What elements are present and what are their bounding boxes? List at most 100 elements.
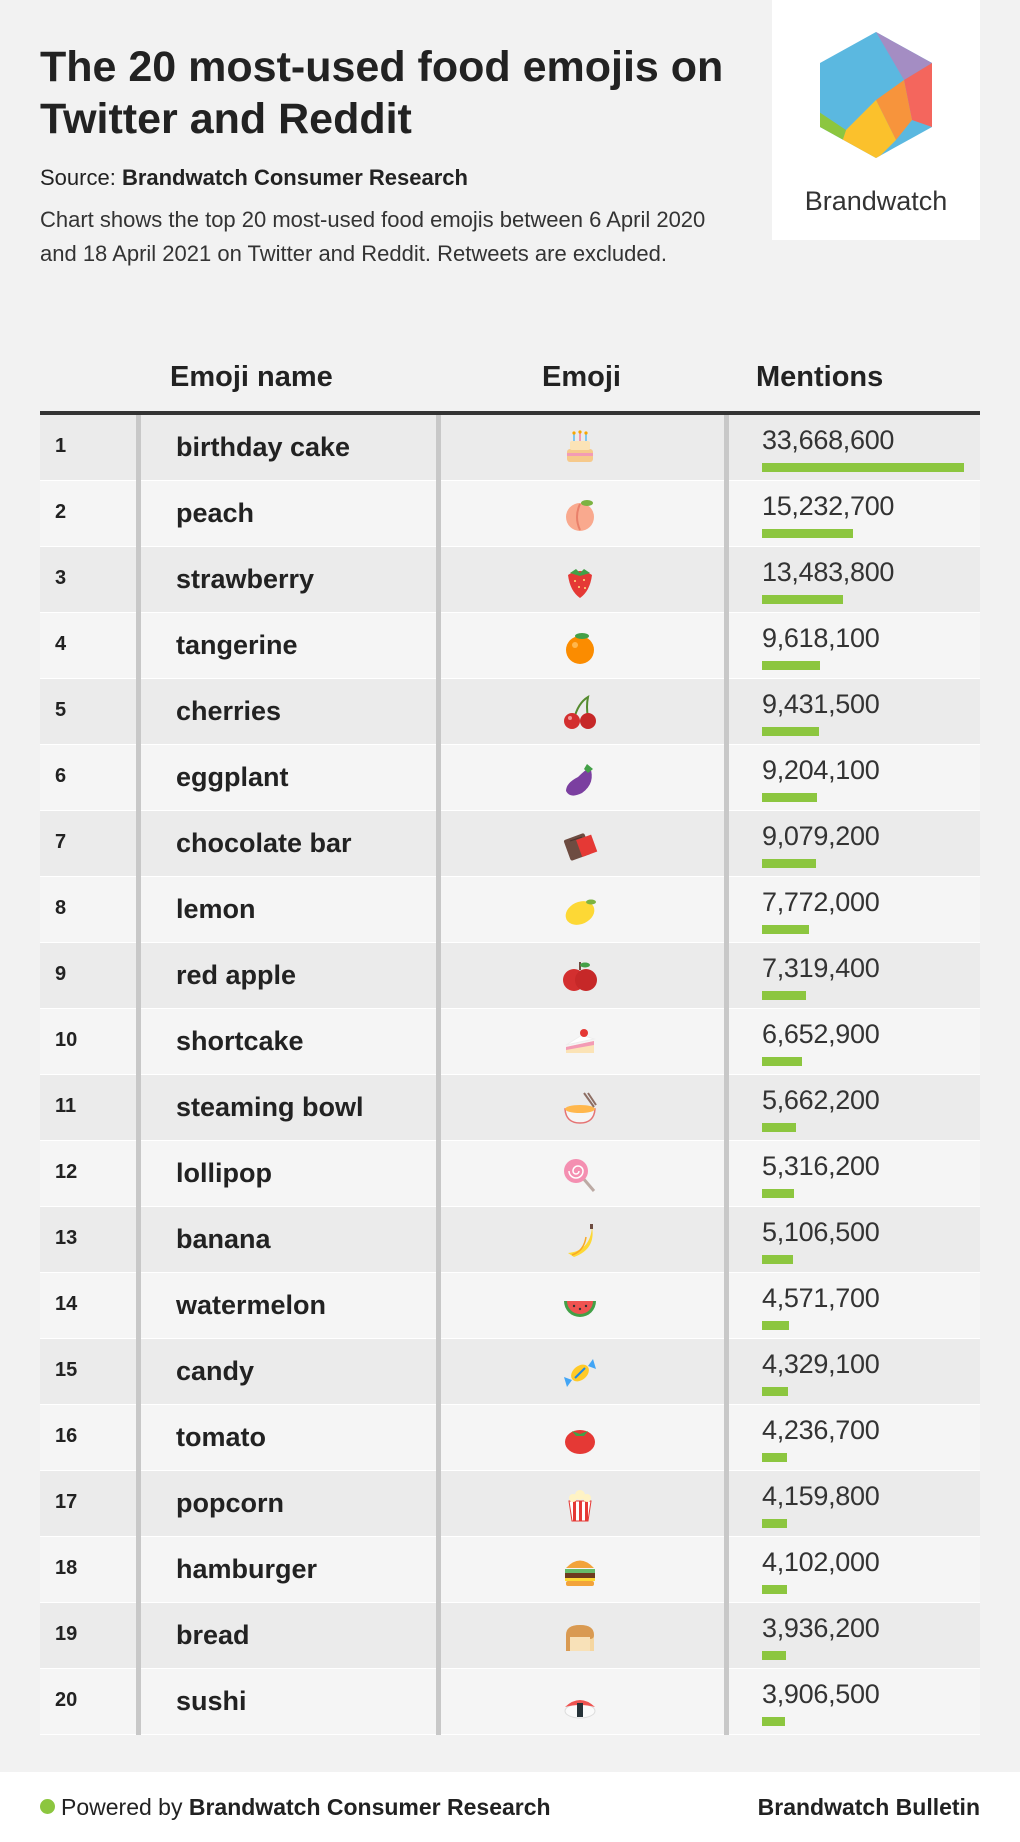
table-row: 2 peach 15,232,700 xyxy=(40,481,980,547)
emoji-name-cell: steaming bowl xyxy=(176,1092,364,1122)
strawberry-icon xyxy=(568,569,592,598)
emoji-name-cell: birthday cake xyxy=(176,432,351,462)
mentions-value: 6,652,900 xyxy=(762,1019,880,1049)
eggplant-icon xyxy=(566,764,593,796)
column-divider xyxy=(436,415,441,481)
rank-cell: 1 xyxy=(55,435,67,457)
mentions-bar xyxy=(762,1057,802,1066)
mentions-value: 4,236,700 xyxy=(762,1415,880,1445)
emoji-name-cell: strawberry xyxy=(176,564,315,594)
table-row: 4 tangerine 9,618,100 xyxy=(40,613,980,679)
column-divider xyxy=(136,1339,141,1405)
bread-icon xyxy=(566,1625,594,1651)
mentions-bar xyxy=(762,991,806,1000)
hamburger-icon xyxy=(565,1560,595,1586)
column-divider xyxy=(136,1471,141,1537)
mentions-bar xyxy=(762,859,816,868)
watermelon-icon xyxy=(564,1301,596,1317)
mentions-value: 7,772,000 xyxy=(762,887,880,917)
column-divider xyxy=(724,1141,729,1207)
mentions-bar xyxy=(762,463,964,472)
column-divider xyxy=(136,415,141,481)
mentions-value: 5,316,200 xyxy=(762,1151,880,1181)
rank-cell: 9 xyxy=(55,963,67,985)
column-divider xyxy=(724,943,729,1009)
mentions-bar xyxy=(762,1255,793,1264)
column-divider xyxy=(136,943,141,1009)
mentions-value: 5,106,500 xyxy=(762,1217,880,1247)
column-divider xyxy=(724,481,729,547)
column-divider xyxy=(436,811,441,877)
rank-cell: 3 xyxy=(55,567,67,589)
table-row: 5 cherries 9,431,500 xyxy=(40,679,980,745)
rank-cell: 8 xyxy=(55,897,67,919)
column-divider xyxy=(136,1537,141,1603)
column-divider xyxy=(136,811,141,877)
mentions-bar xyxy=(762,727,819,736)
column-divider xyxy=(436,1207,441,1273)
rank-cell: 14 xyxy=(55,1293,78,1315)
mentions-value: 13,483,800 xyxy=(762,557,895,587)
column-divider xyxy=(724,1405,729,1471)
mentions-value: 7,319,400 xyxy=(762,953,880,983)
mentions-bar xyxy=(762,1189,794,1198)
page-title: The 20 most-used food emojis on Twitter … xyxy=(40,43,724,143)
column-divider xyxy=(136,1273,141,1339)
emoji-name-cell: tomato xyxy=(176,1422,266,1452)
table-row: 6 eggplant 9,204,100 xyxy=(40,745,980,811)
chocolate-bar-icon xyxy=(563,833,598,861)
mentions-bar xyxy=(762,1585,787,1594)
rank-cell: 19 xyxy=(55,1623,78,1645)
table-row: 1 birthday cake 33,668,600 xyxy=(40,415,980,481)
column-divider xyxy=(724,547,729,613)
table-header: Emoji name Emoji Mentions xyxy=(40,355,980,415)
table-row: 12 lollipop 5,316,200 xyxy=(40,1141,980,1207)
table-row: 11 steaming bowl 5,662,200 xyxy=(40,1075,980,1141)
mentions-value: 5,662,200 xyxy=(762,1085,880,1115)
column-divider xyxy=(436,679,441,745)
mentions-bar xyxy=(762,661,820,670)
mentions-value: 4,329,100 xyxy=(762,1349,880,1379)
column-divider xyxy=(436,547,441,613)
column-divider xyxy=(136,1603,141,1669)
mentions-value: 4,102,000 xyxy=(762,1547,880,1577)
mentions-value: 4,571,700 xyxy=(762,1283,880,1313)
tomato-icon xyxy=(565,1430,595,1454)
powered-by: Powered by Brandwatch Consumer Research xyxy=(40,1794,551,1821)
chart-description: Chart shows the top 20 most-used food em… xyxy=(40,207,706,266)
mentions-value: 9,618,100 xyxy=(762,623,880,653)
rank-cell: 17 xyxy=(55,1491,78,1513)
table-row: 10 shortcake 6,652,900 xyxy=(40,1009,980,1075)
birthday-cake-icon xyxy=(567,430,593,462)
column-divider xyxy=(436,613,441,679)
column-divider xyxy=(724,1471,729,1537)
emoji-name-cell: candy xyxy=(176,1356,255,1386)
table-row: 17 popcorn 4,159,800 xyxy=(40,1471,980,1537)
rank-cell: 7 xyxy=(55,831,67,853)
mentions-bar xyxy=(762,793,817,802)
emoji-name-cell: shortcake xyxy=(176,1026,304,1056)
table-row: 15 candy 4,329,100 xyxy=(40,1339,980,1405)
sushi-icon xyxy=(564,1700,596,1719)
powered-prefix: Powered by xyxy=(61,1794,189,1820)
mentions-bar xyxy=(762,1717,785,1726)
column-divider xyxy=(724,1273,729,1339)
column-header-emoji: Emoji xyxy=(542,361,621,393)
mentions-value: 9,204,100 xyxy=(762,755,880,785)
emoji-name-cell: popcorn xyxy=(176,1488,284,1518)
table-row: 3 strawberry 13,483,800 xyxy=(40,547,980,613)
brandwatch-bulletin: Brandwatch Bulletin xyxy=(757,1794,980,1820)
rank-cell: 6 xyxy=(55,765,67,787)
emoji-name-cell: bread xyxy=(176,1620,250,1650)
column-divider xyxy=(436,745,441,811)
cherries-icon xyxy=(564,694,596,729)
rank-cell: 18 xyxy=(55,1557,78,1579)
tangerine-icon xyxy=(566,633,594,664)
column-divider xyxy=(136,481,141,547)
mentions-bar xyxy=(762,1123,796,1132)
mentions-value: 9,431,500 xyxy=(762,689,880,719)
column-divider xyxy=(136,1405,141,1471)
rank-cell: 4 xyxy=(55,633,67,655)
emoji-name-cell: hamburger xyxy=(176,1554,318,1584)
